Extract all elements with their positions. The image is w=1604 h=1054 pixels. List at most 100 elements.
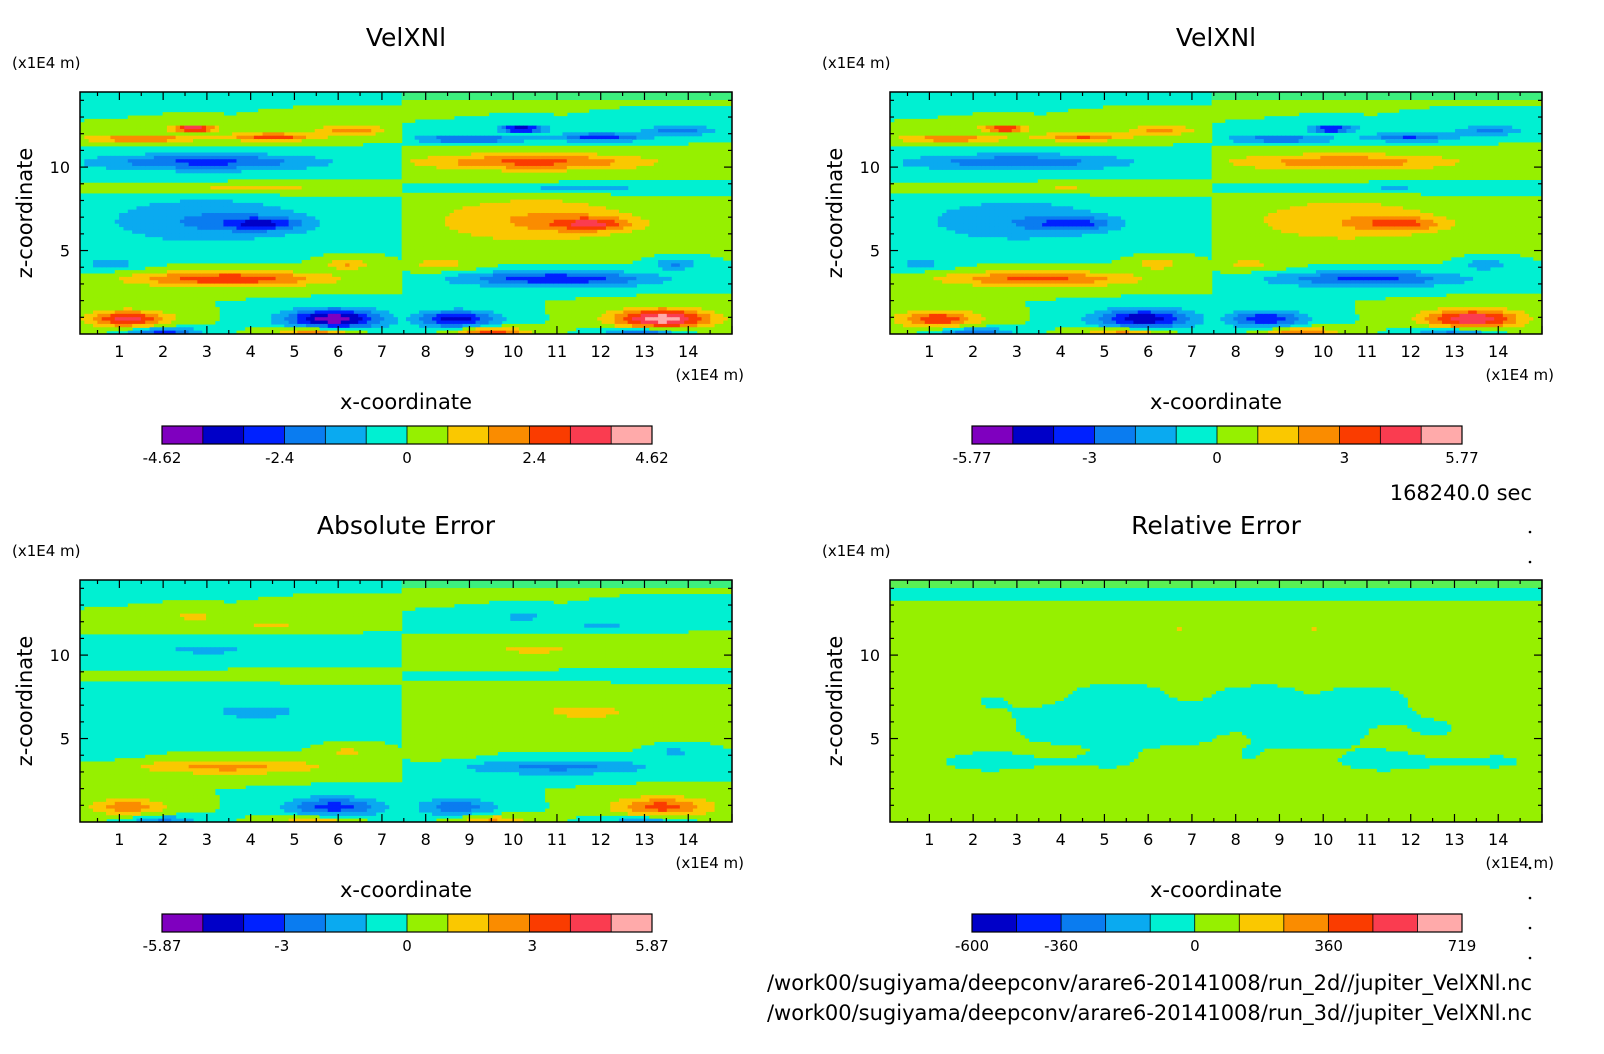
contour-cell bbox=[323, 159, 329, 164]
contour-cell bbox=[132, 290, 138, 295]
contour-cell bbox=[549, 256, 555, 261]
contour-cell bbox=[497, 172, 503, 177]
contour-cell bbox=[123, 273, 129, 278]
contour-cell bbox=[453, 108, 459, 113]
contour-cell bbox=[562, 310, 568, 315]
contour-cell bbox=[549, 162, 555, 167]
contour-cell bbox=[314, 125, 320, 130]
contour-cell bbox=[136, 182, 142, 187]
contour-cell bbox=[527, 239, 533, 244]
contour-cell bbox=[445, 108, 451, 113]
contour-cell bbox=[562, 276, 568, 281]
contour-cell bbox=[188, 189, 194, 194]
contour-cell bbox=[266, 229, 272, 234]
contour-cell bbox=[310, 112, 316, 117]
contour-cell bbox=[445, 266, 451, 271]
contour-cell bbox=[553, 300, 559, 305]
contour-cell bbox=[292, 179, 298, 184]
contour-cell bbox=[462, 323, 468, 328]
contour-cell bbox=[166, 206, 172, 211]
contour-cell bbox=[314, 313, 320, 318]
contour-cell bbox=[127, 290, 133, 295]
contour-cell bbox=[375, 270, 381, 275]
contour-cell bbox=[319, 162, 325, 167]
contour-cell bbox=[427, 145, 433, 150]
contour-cell bbox=[445, 115, 451, 120]
contour-cell bbox=[471, 249, 477, 254]
contour-cell bbox=[497, 149, 503, 154]
contour-cell bbox=[297, 317, 303, 322]
contour-cell bbox=[153, 330, 159, 334]
contour-cell bbox=[532, 206, 537, 211]
contour-cell bbox=[127, 327, 133, 332]
contour-cell bbox=[427, 115, 433, 120]
contour-cell bbox=[336, 112, 342, 117]
contour-cell bbox=[488, 105, 494, 110]
contour-cell bbox=[179, 300, 185, 305]
contour-cell bbox=[492, 219, 498, 224]
contour-cell bbox=[345, 115, 351, 120]
contour-cell bbox=[440, 206, 446, 211]
contour-cell bbox=[140, 162, 146, 167]
contour-cell bbox=[240, 263, 246, 268]
contour-cell bbox=[136, 216, 142, 221]
contour-cell bbox=[271, 263, 277, 268]
contour-cell bbox=[462, 206, 468, 211]
contour-cell bbox=[358, 330, 364, 334]
contour-cell bbox=[523, 169, 529, 174]
contour-cell bbox=[484, 249, 490, 254]
contour-cell bbox=[84, 162, 90, 167]
contour-cell bbox=[214, 233, 220, 238]
contour-cell bbox=[232, 122, 238, 127]
contour-cell bbox=[114, 219, 120, 224]
contour-cell bbox=[210, 270, 216, 275]
contour-cell bbox=[171, 310, 177, 315]
contour-cell bbox=[466, 239, 472, 244]
contour-cell bbox=[292, 283, 298, 288]
contour-cell bbox=[523, 236, 529, 241]
contour-cell bbox=[532, 108, 537, 113]
contour-cell bbox=[479, 310, 485, 315]
contour-cell bbox=[475, 216, 481, 221]
contour-cell bbox=[206, 132, 211, 137]
contour-cell bbox=[436, 162, 442, 167]
contour-cell bbox=[505, 169, 511, 174]
contour-cell bbox=[110, 189, 116, 194]
contour-cell bbox=[271, 155, 277, 160]
contour-cell bbox=[549, 199, 555, 204]
contour-cell bbox=[153, 283, 159, 288]
contour-cell bbox=[353, 270, 359, 275]
contour-cell bbox=[136, 189, 142, 194]
contour-cell bbox=[406, 226, 411, 231]
contour-cell bbox=[566, 256, 572, 261]
contour-cell bbox=[158, 152, 164, 157]
contour-cell bbox=[184, 139, 190, 144]
contour-cell bbox=[440, 260, 446, 265]
contour-cell bbox=[553, 162, 559, 167]
contour-cell bbox=[136, 286, 142, 291]
contour-cell bbox=[214, 186, 220, 191]
contour-cell bbox=[449, 243, 455, 248]
contour-cell bbox=[562, 216, 568, 221]
contour-cell bbox=[505, 209, 511, 214]
contour-cell bbox=[414, 172, 420, 177]
contour-cell bbox=[297, 219, 303, 224]
contour-cell bbox=[84, 327, 90, 332]
contour-cell bbox=[284, 286, 290, 291]
contour-cell bbox=[292, 273, 298, 278]
contour-cell bbox=[466, 196, 472, 201]
contour-cell bbox=[306, 223, 311, 228]
contour-cell bbox=[466, 206, 472, 211]
contour-cell bbox=[562, 246, 568, 251]
contour-cell bbox=[349, 283, 355, 288]
contour-cell bbox=[353, 105, 359, 110]
contour-cell bbox=[297, 159, 303, 164]
contour-cell bbox=[284, 317, 290, 322]
contour-cell bbox=[327, 105, 333, 110]
contour-cell bbox=[358, 115, 364, 120]
contour-cell bbox=[553, 192, 559, 197]
contour-cell bbox=[101, 263, 107, 268]
contour-cell bbox=[301, 313, 307, 318]
contour-cell bbox=[266, 165, 272, 170]
contour-cell bbox=[140, 280, 146, 285]
